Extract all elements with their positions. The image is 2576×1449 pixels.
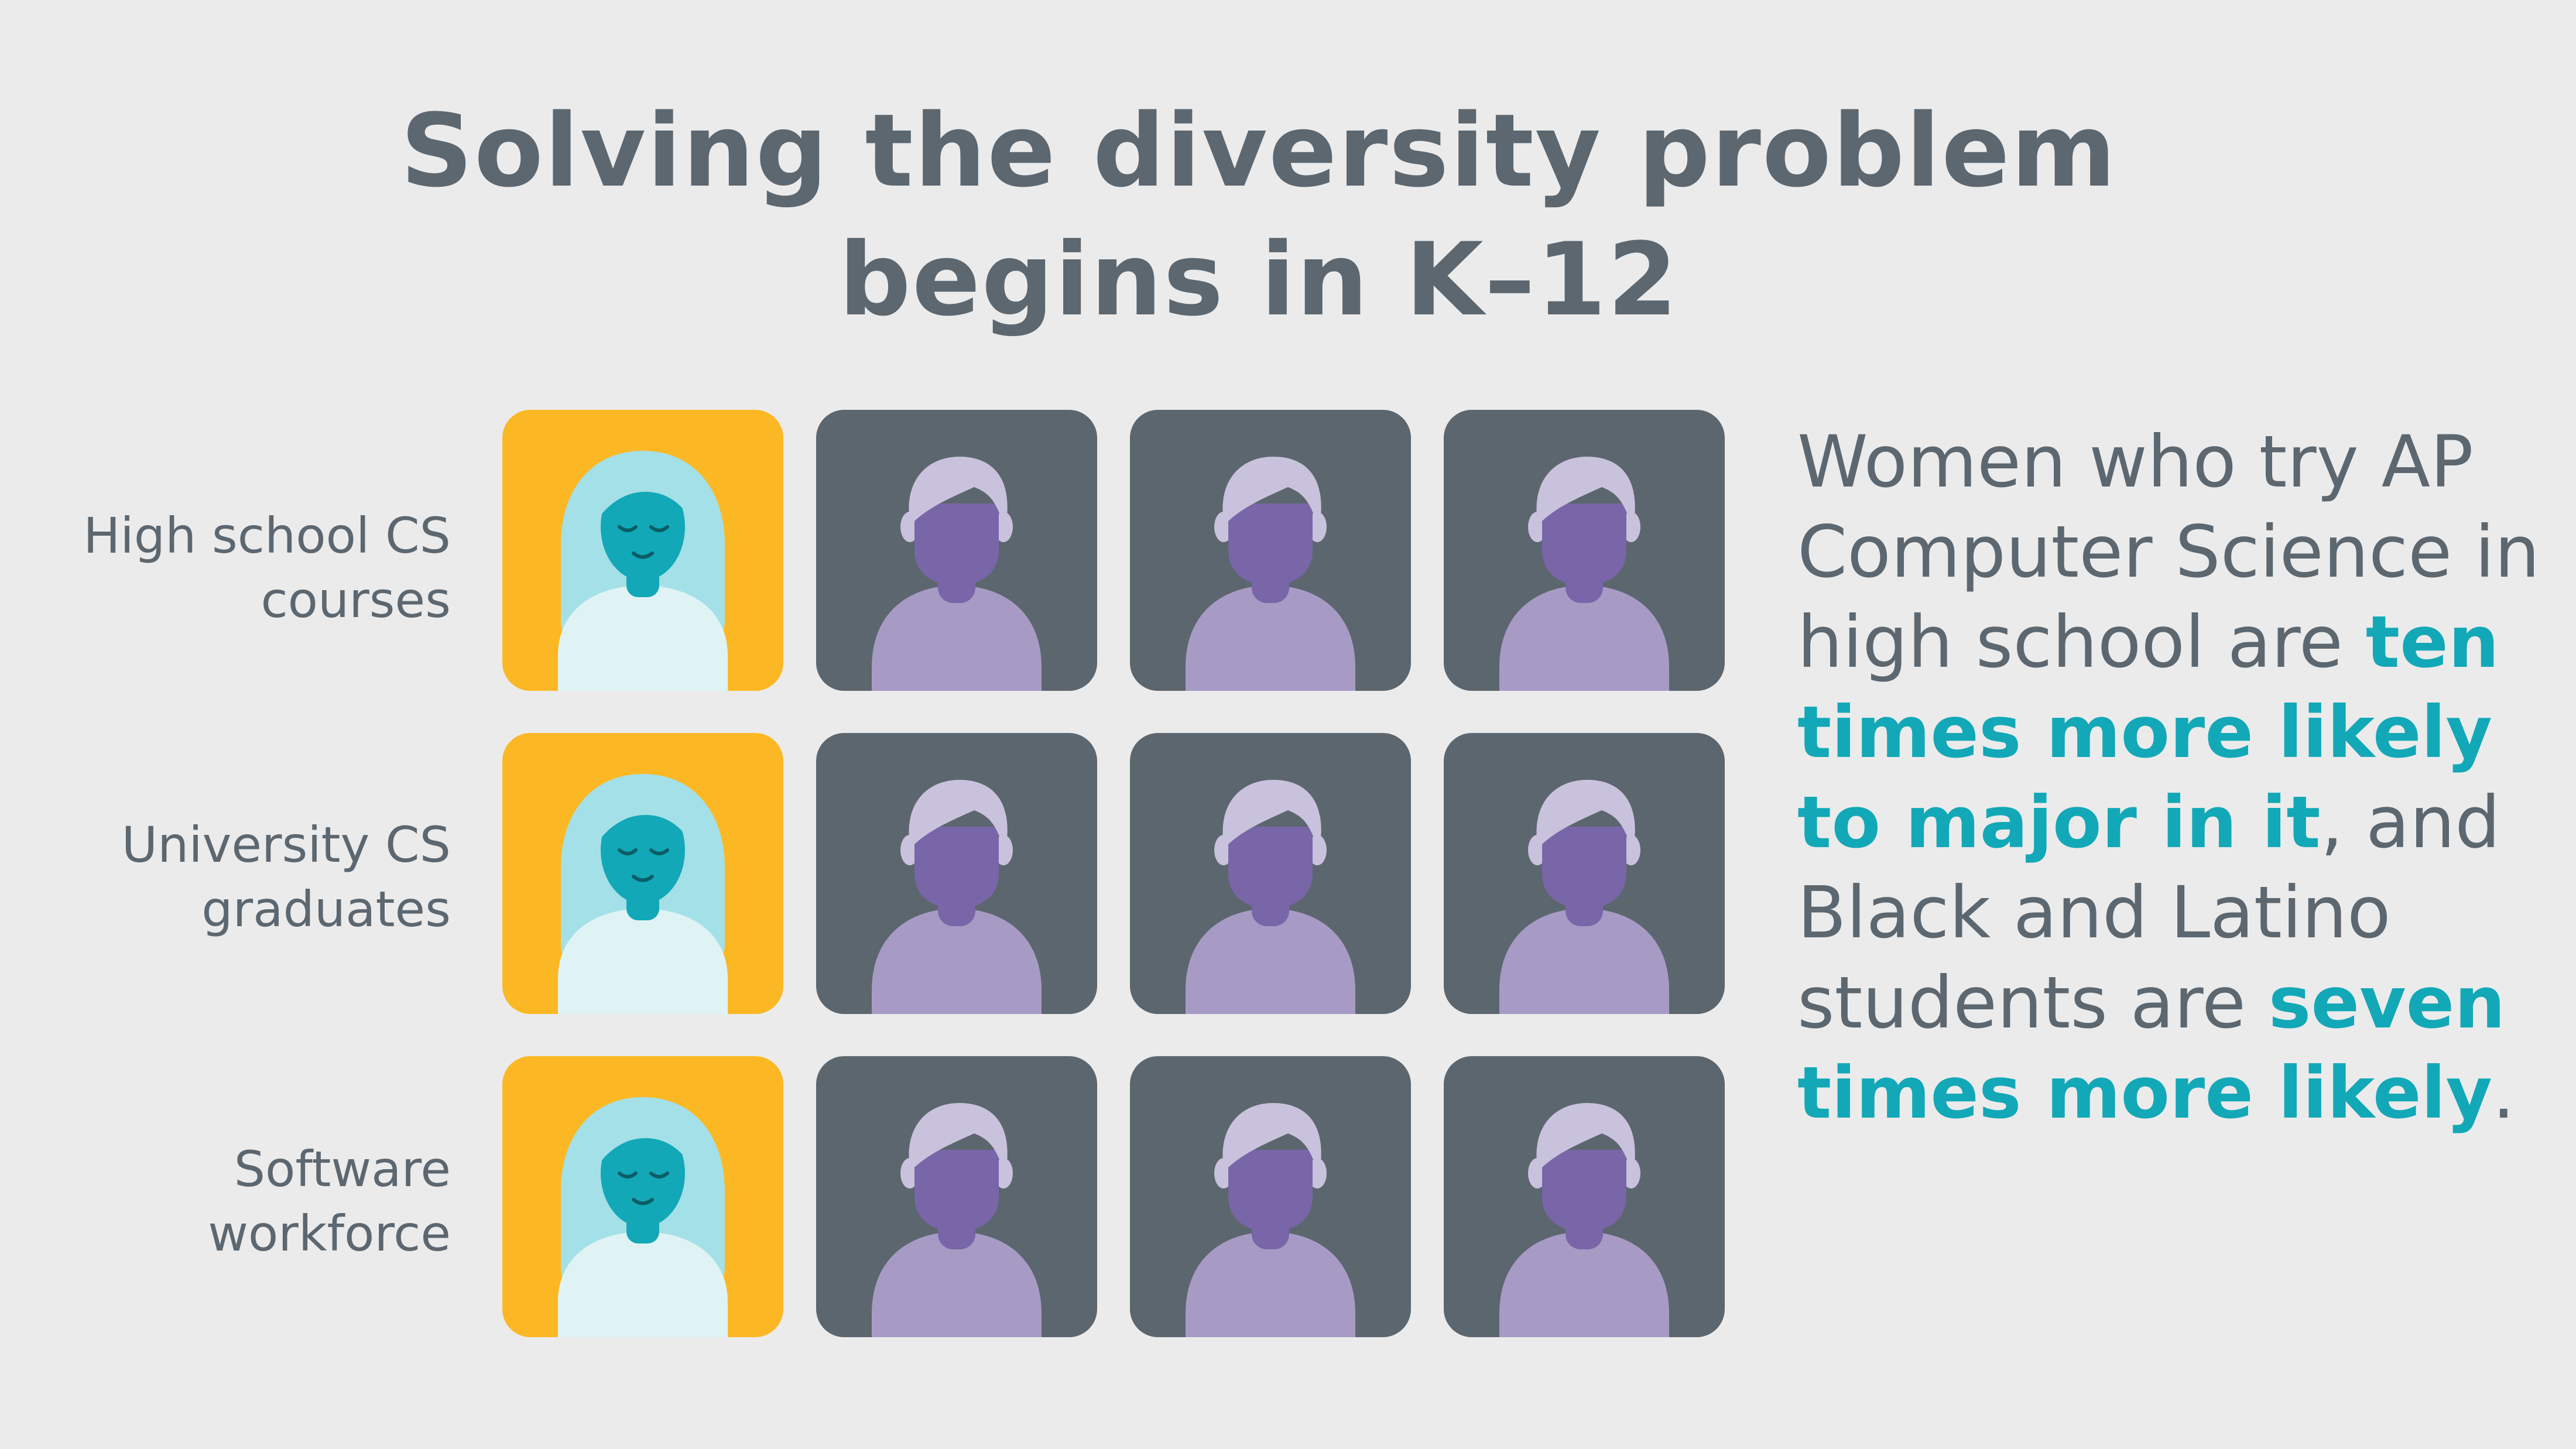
row-label-line-1: University CS <box>121 816 451 873</box>
title-line-1: Solving the diversity problem <box>400 92 2118 210</box>
man-avatar-icon <box>1186 457 1355 691</box>
man-avatar-tile <box>1130 410 1411 691</box>
man-avatar-icon <box>1499 780 1669 1014</box>
man-avatar-icon <box>872 457 1042 691</box>
man-avatar-icon <box>1499 1103 1669 1337</box>
man-avatar-icon <box>1186 780 1355 1014</box>
man-avatar-tile <box>816 410 1097 691</box>
man-avatar-tile <box>1130 1056 1411 1337</box>
page-title: Solving the diversity problem begins in … <box>234 87 2283 344</box>
man-avatar-icon <box>1499 457 1669 691</box>
woman-avatar-icon <box>502 410 783 691</box>
row-label-workforce: Software workforce <box>0 1137 451 1266</box>
statement-highlight-2: seven times more likely <box>1797 961 2506 1135</box>
woman-avatar-tile <box>502 733 783 1014</box>
title-line-2: begins in K–12 <box>838 221 1679 338</box>
row-label-line-1: High school CS <box>83 507 451 564</box>
man-avatar-icon <box>872 1103 1042 1337</box>
man-avatar-tile <box>1130 733 1411 1014</box>
row-label-line-2: courses <box>261 571 451 629</box>
row-label-line-2: graduates <box>201 881 451 938</box>
man-avatar-tile <box>816 733 1097 1014</box>
row-label-line-2: workforce <box>208 1205 451 1262</box>
statement-highlight-1: ten times more likely to major in it <box>1797 601 2499 864</box>
man-avatar-tile <box>1444 733 1725 1014</box>
man-avatar-tile <box>1444 410 1725 691</box>
woman-avatar-tile <box>502 410 783 691</box>
woman-avatar-icon <box>502 733 783 1014</box>
woman-avatar-icon <box>502 1056 783 1337</box>
row-label-line-1: Software <box>234 1140 451 1198</box>
statement-part-3: . <box>2492 1051 2515 1135</box>
man-avatar-icon <box>872 780 1042 1014</box>
statistic-statement: Women who try AP Computer Science in hig… <box>1797 417 2558 1138</box>
statement-part-2: , and Black and Latino students are <box>1797 781 2500 1044</box>
woman-avatar-tile <box>502 1056 783 1337</box>
row-label-high-school: High school CS courses <box>0 503 451 632</box>
statement-part-1: Women who try AP Computer Science in hig… <box>1797 420 2540 684</box>
row-label-university: University CS graduates <box>0 813 451 941</box>
man-avatar-tile <box>1444 1056 1725 1337</box>
man-avatar-icon <box>1186 1103 1355 1337</box>
man-avatar-tile <box>816 1056 1097 1337</box>
